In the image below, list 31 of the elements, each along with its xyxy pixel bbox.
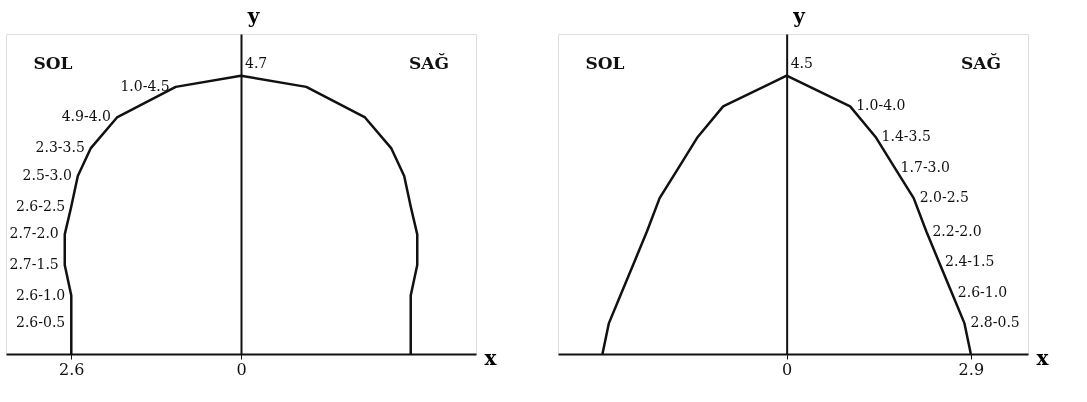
annotation: 1.4-3.5: [881, 127, 931, 144]
annotation: 4.7: [245, 54, 268, 71]
annotation: 1.7-3.0: [900, 158, 950, 175]
text: SAĞ: [961, 53, 1001, 73]
annotation: 2.3-3.5: [35, 139, 85, 156]
text: SOL: [33, 53, 73, 73]
annotation: 2.0-2.5: [919, 189, 969, 206]
annotation: 2.6-1.0: [957, 283, 1008, 300]
annotation: 2.8-0.5: [970, 314, 1020, 331]
annotation: 2.7-1.5: [9, 255, 59, 272]
annotation: 2.2-2.0: [932, 222, 982, 239]
y-axis-title: y: [792, 3, 807, 28]
x-tick-label: 0: [236, 359, 247, 379]
annotation: 2.6-2.5: [16, 197, 66, 214]
annotation: 4.5: [790, 54, 813, 71]
x-tick-label: 2.6: [59, 359, 85, 379]
annotation: 2.6-0.5: [16, 314, 66, 331]
annotation: 2.7-2.0: [9, 225, 59, 242]
text: SOL: [585, 53, 625, 73]
x-tick-label: 0: [782, 359, 793, 379]
annotation: 1.0-4.0: [856, 97, 906, 114]
x-axis-title: x: [1036, 345, 1050, 370]
annotation: 2.5-3.0: [22, 166, 72, 183]
y-axis-title: y: [246, 3, 261, 28]
annotation: 2.4-1.5: [945, 253, 995, 270]
x-axis-title: x: [484, 345, 498, 370]
annotation: 4.9-4.0: [61, 108, 111, 125]
x-tick-label: 2.9: [958, 359, 985, 379]
text: SAĞ: [409, 53, 449, 73]
annotation: 1.0-4.5: [120, 77, 170, 94]
annotation: 2.6-1.0: [16, 286, 66, 303]
